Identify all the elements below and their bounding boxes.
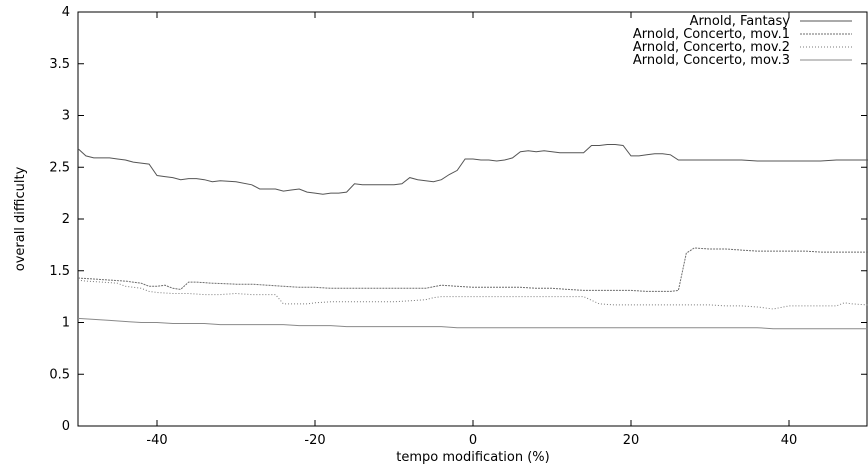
series-line-1 — [77, 144, 868, 195]
x-tick-label: -20 — [304, 433, 325, 448]
y-tick-label: 0.5 — [49, 367, 70, 382]
series-lines — [77, 144, 868, 330]
y-tick-label: 3.5 — [49, 57, 70, 72]
y-tick-label: 3 — [62, 109, 70, 124]
y-axis-title: overall difficulty — [13, 166, 28, 271]
y-tick-label: 4 — [62, 5, 70, 20]
legend-label: Arnold, Concerto, mov.1 — [633, 27, 790, 42]
y-axis-ticks: 0 0.5 1 1.5 2 2.5 3 3.5 4 — [49, 5, 867, 434]
series-line-2 — [77, 247, 868, 292]
y-tick-label: 1.5 — [49, 264, 70, 279]
legend-label: Arnold, Concerto, mov.2 — [633, 40, 790, 55]
x-axis-ticks: -40 -20 0 20 40 — [146, 12, 797, 448]
legend-label: Arnold, Concerto, mov.3 — [633, 53, 790, 68]
x-tick-label: 20 — [623, 433, 640, 448]
x-tick-label: 0 — [469, 433, 477, 448]
legend-label: Arnold, Fantasy — [690, 14, 791, 29]
series-line-3 — [77, 279, 868, 310]
y-tick-label: 2.5 — [49, 160, 70, 175]
series-line-4 — [77, 317, 868, 330]
y-tick-label: 2 — [62, 212, 70, 227]
y-tick-label: 1 — [62, 316, 70, 331]
x-tick-label: 40 — [781, 433, 798, 448]
x-tick-label: -40 — [146, 433, 167, 448]
y-tick-label: 0 — [62, 419, 70, 434]
plot-frame — [77, 11, 868, 427]
x-axis-title: tempo modification (%) — [396, 450, 549, 465]
